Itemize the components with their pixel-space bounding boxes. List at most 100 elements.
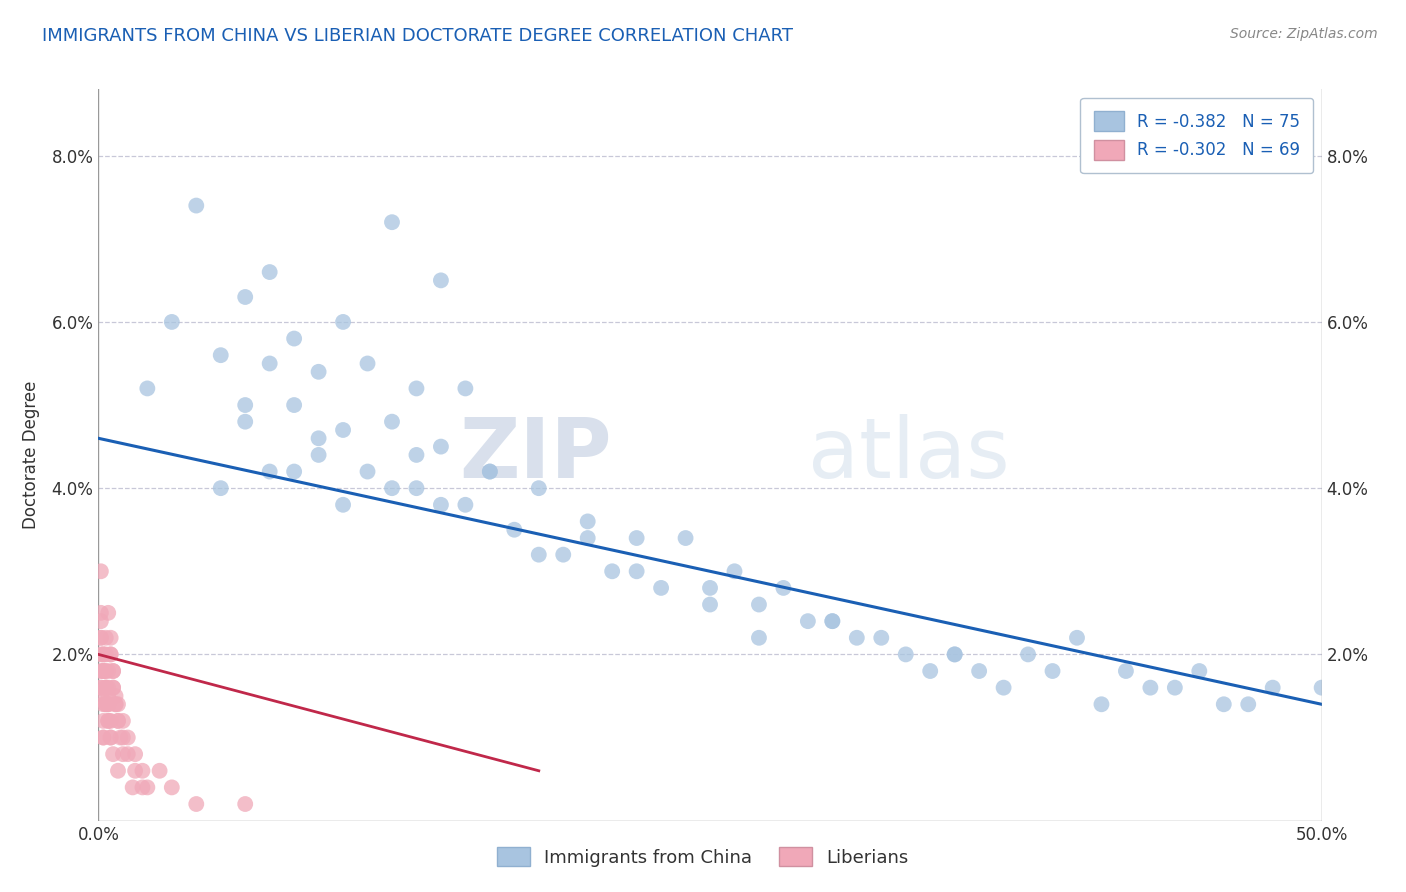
- Point: [259, 265, 281, 279]
- Point: [1212, 698, 1234, 712]
- Point: [381, 415, 404, 429]
- Point: [1017, 648, 1039, 662]
- Point: [94, 681, 117, 695]
- Point: [97, 681, 120, 695]
- Point: [117, 731, 139, 745]
- Point: [259, 356, 281, 370]
- Point: [101, 664, 124, 678]
- Point: [97, 714, 120, 728]
- Point: [94, 698, 117, 712]
- Point: [101, 664, 124, 678]
- Point: [104, 698, 127, 712]
- Point: [650, 581, 672, 595]
- Point: [430, 498, 453, 512]
- Point: [94, 631, 117, 645]
- Point: [699, 598, 721, 612]
- Point: [332, 423, 354, 437]
- Point: [97, 698, 120, 712]
- Point: [1310, 681, 1333, 695]
- Text: Source: ZipAtlas.com: Source: ZipAtlas.com: [1230, 27, 1378, 41]
- Point: [90, 664, 112, 678]
- Point: [91, 664, 114, 678]
- Point: [97, 606, 120, 620]
- Point: [527, 481, 550, 495]
- Point: [97, 714, 120, 728]
- Point: [699, 581, 721, 595]
- Point: [149, 764, 172, 778]
- Point: [136, 780, 159, 795]
- Text: ZIP: ZIP: [460, 415, 612, 495]
- Point: [107, 698, 129, 712]
- Point: [332, 315, 354, 329]
- Point: [136, 381, 159, 395]
- Point: [332, 498, 354, 512]
- Point: [553, 548, 575, 562]
- Point: [100, 714, 122, 728]
- Point: [308, 365, 330, 379]
- Point: [91, 664, 114, 678]
- Point: [131, 780, 153, 795]
- Point: [91, 731, 114, 745]
- Point: [626, 564, 648, 578]
- Point: [100, 631, 122, 645]
- Point: [160, 780, 183, 795]
- Point: [107, 764, 129, 778]
- Point: [943, 648, 966, 662]
- Point: [90, 631, 112, 645]
- Point: [91, 698, 114, 712]
- Point: [94, 698, 117, 712]
- Point: [107, 714, 129, 728]
- Point: [356, 465, 378, 479]
- Point: [94, 681, 117, 695]
- Point: [209, 348, 232, 362]
- Y-axis label: Doctorate Degree: Doctorate Degree: [22, 381, 41, 529]
- Point: [90, 614, 112, 628]
- Point: [186, 797, 208, 811]
- Point: [233, 797, 256, 811]
- Point: [111, 714, 134, 728]
- Point: [576, 515, 599, 529]
- Point: [117, 747, 139, 761]
- Point: [748, 598, 770, 612]
- Point: [797, 614, 820, 628]
- Point: [91, 731, 114, 745]
- Point: [576, 531, 599, 545]
- Point: [160, 315, 183, 329]
- Point: [772, 581, 794, 595]
- Point: [91, 664, 114, 678]
- Point: [100, 648, 122, 662]
- Point: [91, 648, 114, 662]
- Point: [308, 431, 330, 445]
- Legend: R = -0.382   N = 75, R = -0.302   N = 69: R = -0.382 N = 75, R = -0.302 N = 69: [1080, 97, 1313, 173]
- Point: [454, 498, 477, 512]
- Point: [283, 465, 305, 479]
- Point: [233, 398, 256, 412]
- Point: [821, 614, 844, 628]
- Point: [723, 564, 745, 578]
- Point: [967, 664, 990, 678]
- Point: [124, 764, 146, 778]
- Point: [100, 731, 122, 745]
- Point: [1188, 664, 1211, 678]
- Point: [104, 689, 127, 703]
- Point: [110, 731, 132, 745]
- Point: [894, 648, 917, 662]
- Point: [90, 564, 112, 578]
- Point: [101, 681, 124, 695]
- Point: [100, 731, 122, 745]
- Point: [527, 548, 550, 562]
- Point: [101, 681, 124, 695]
- Point: [943, 648, 966, 662]
- Point: [91, 714, 114, 728]
- Point: [90, 681, 112, 695]
- Point: [100, 648, 122, 662]
- Point: [405, 381, 427, 395]
- Point: [308, 448, 330, 462]
- Point: [600, 564, 623, 578]
- Point: [381, 215, 404, 229]
- Point: [1090, 698, 1112, 712]
- Point: [233, 290, 256, 304]
- Point: [283, 398, 305, 412]
- Point: [1139, 681, 1161, 695]
- Point: [90, 631, 112, 645]
